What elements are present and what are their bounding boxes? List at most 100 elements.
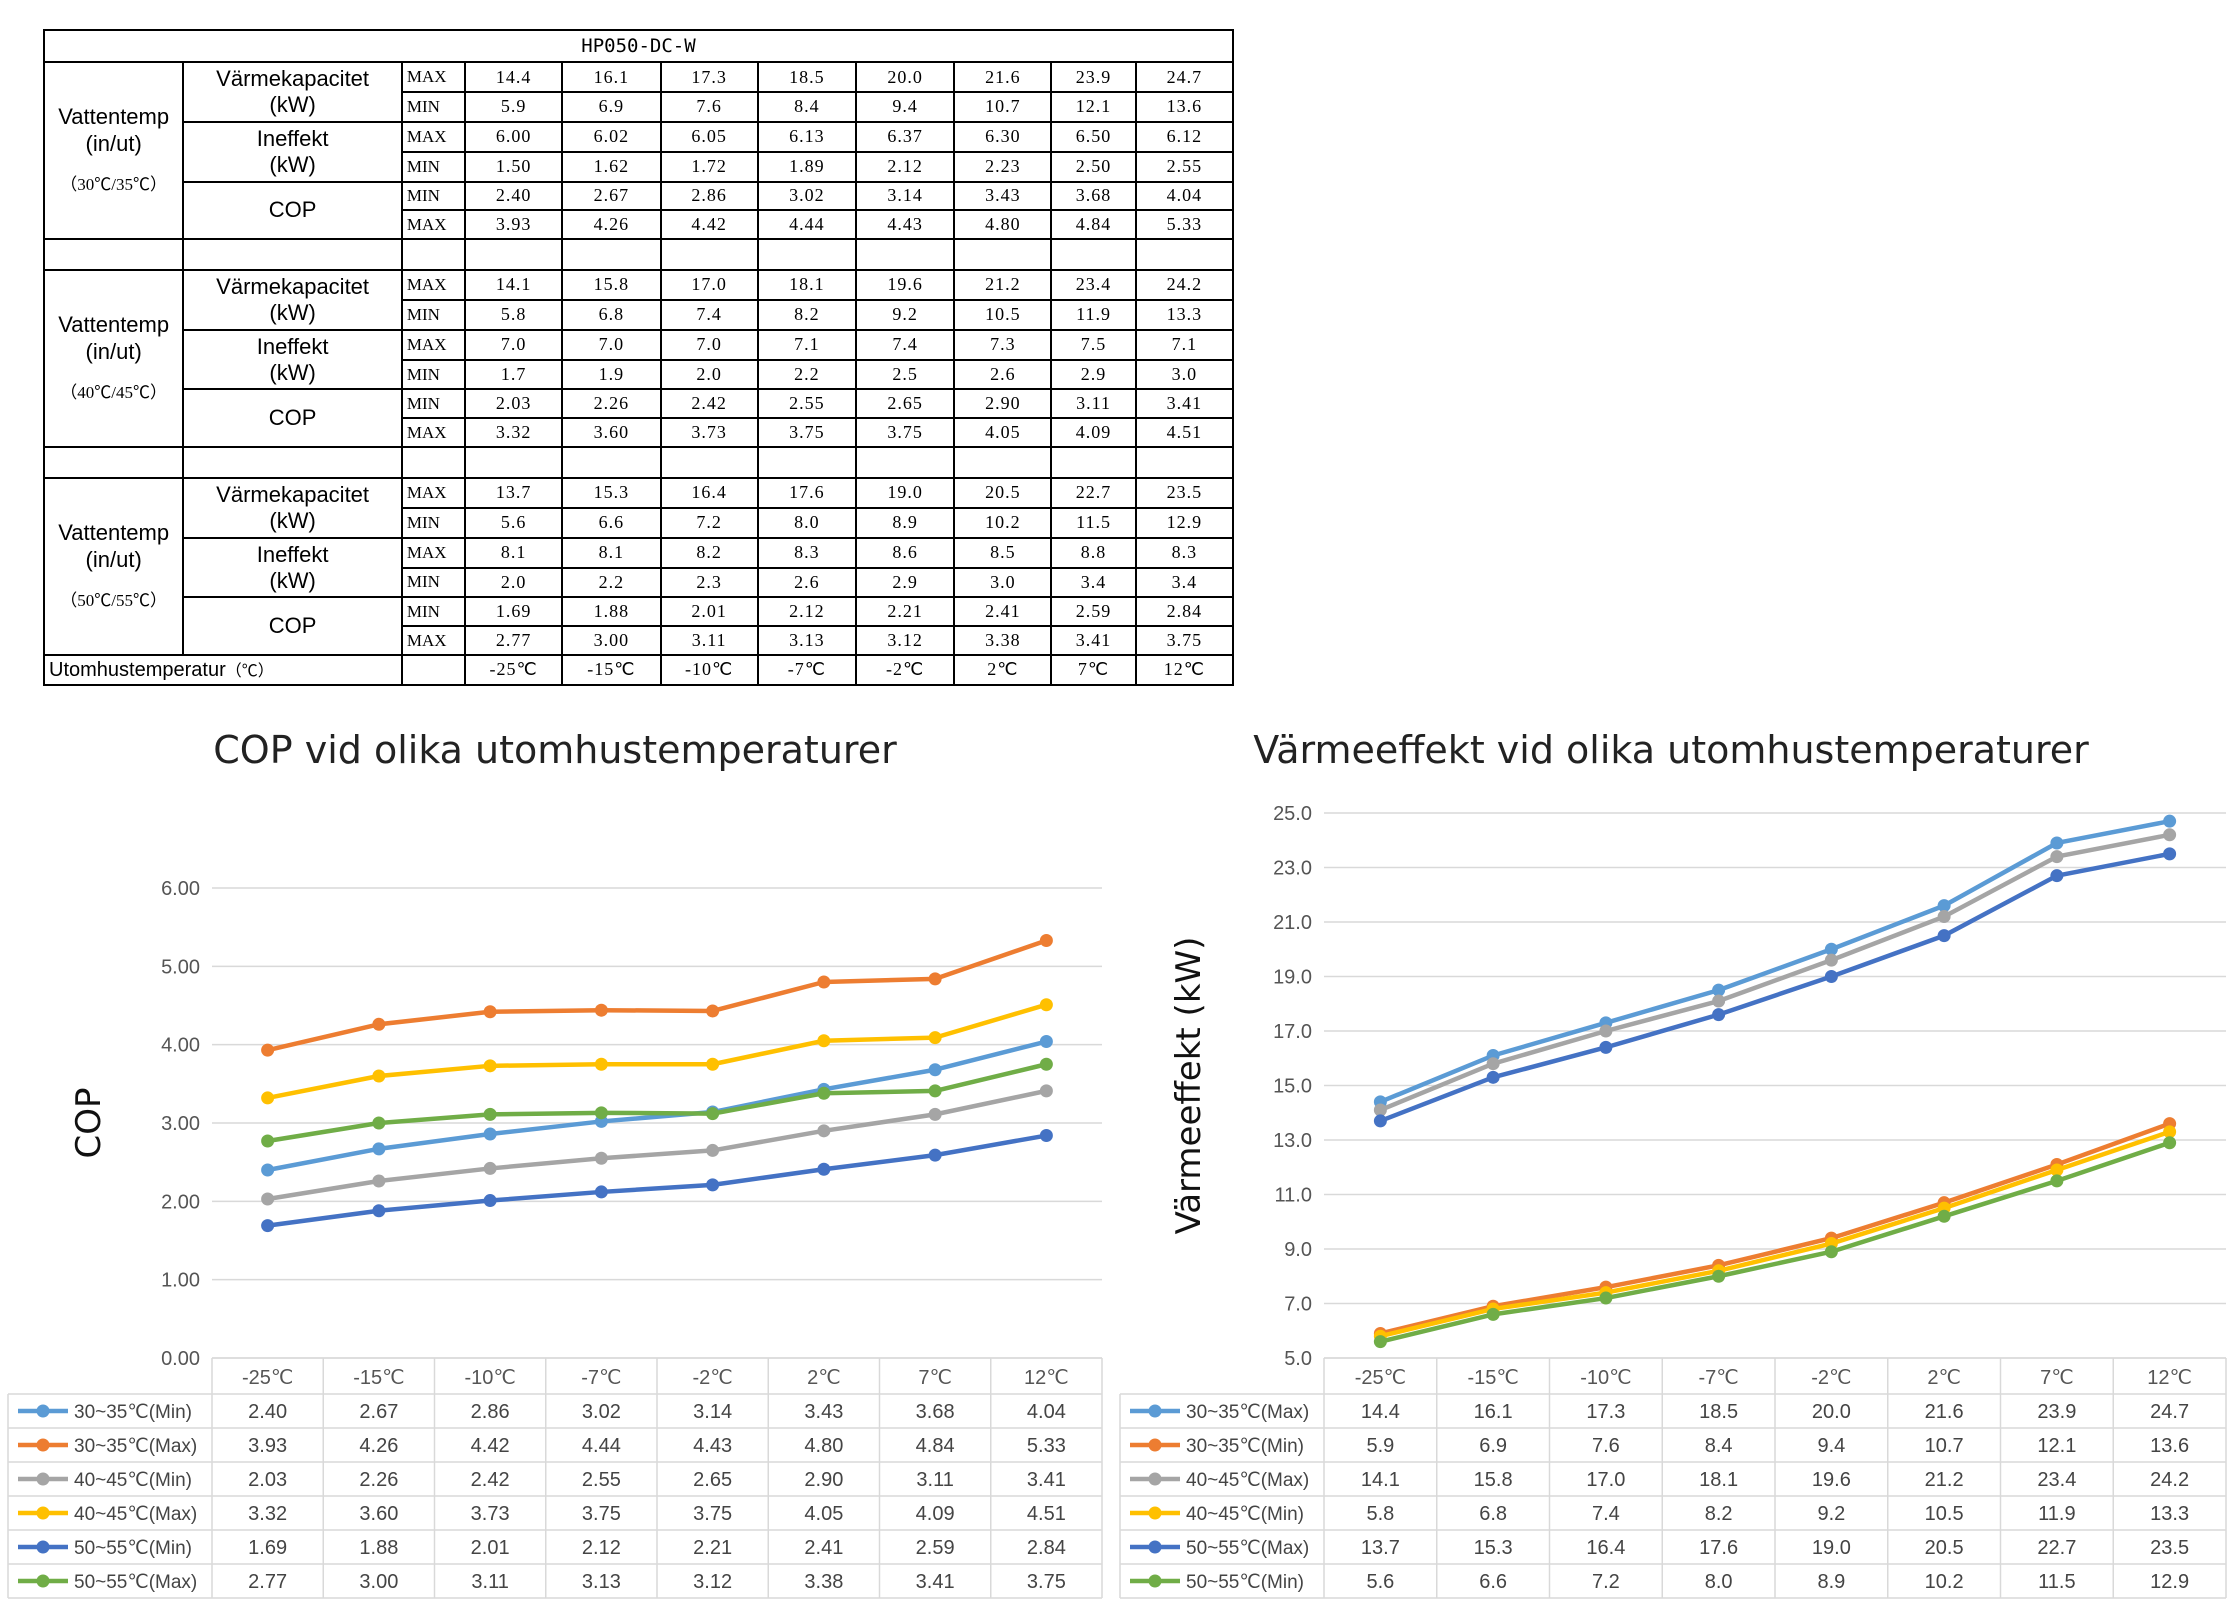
data-point — [1373, 1103, 1387, 1117]
y-tick-label: 13.0 — [1273, 1130, 1312, 1152]
data-point — [1712, 983, 1726, 997]
outdoor-temp-unit: （℃） — [225, 663, 274, 681]
row-tag: MIN — [400, 358, 467, 391]
data-label: 13.6 — [2150, 1435, 2189, 1457]
data-label: 5.6 — [1366, 1571, 1394, 1593]
data-label: 20.5 — [1925, 1537, 1964, 1559]
table-cell: 2.12 — [854, 150, 956, 183]
data-label: 5.33 — [1027, 1435, 1066, 1457]
data-point — [1712, 994, 1726, 1008]
legend-marker — [36, 1438, 50, 1452]
data-label: 3.13 — [582, 1571, 621, 1593]
series-line — [267, 1039, 1047, 1173]
table-cell: 3.0 — [1134, 358, 1235, 391]
x-category-label: -7℃ — [1699, 1367, 1739, 1389]
metric-label-text: COP — [268, 197, 317, 223]
data-label: 2.84 — [1027, 1537, 1066, 1559]
legend-marker — [1148, 1404, 1162, 1418]
y-tick-label: 5.00 — [161, 956, 200, 978]
table-cell: 1.9 — [561, 358, 662, 391]
data-label: 20.0 — [1812, 1401, 1851, 1423]
spacer-cell — [182, 238, 403, 272]
data-point — [1824, 942, 1838, 956]
table-cell: 7.0 — [464, 328, 564, 361]
data-point — [928, 1031, 942, 1045]
y-tick-label: 3.00 — [161, 1113, 200, 1135]
metric-label-text: (kW) — [269, 91, 316, 117]
table-cell: 1.89 — [756, 150, 857, 183]
table-cell: 5.33 — [1134, 209, 1235, 241]
table-cell: 4.43 — [854, 209, 956, 241]
table-cell: 14.1 — [464, 269, 564, 301]
series-line — [1379, 1140, 2171, 1344]
table-cell: 5.8 — [464, 298, 564, 331]
data-point — [372, 1017, 386, 1031]
legend-marker — [1148, 1472, 1162, 1486]
table-cell: 5.9 — [464, 90, 564, 123]
data-point — [372, 1142, 386, 1156]
table-cell: 7.4 — [659, 298, 759, 331]
spacer-cell — [464, 445, 564, 479]
data-label: 15.3 — [1474, 1537, 1513, 1559]
table-cell: 12.9 — [1134, 506, 1235, 539]
table-cell: 6.8 — [561, 298, 662, 331]
x-category-label: 7℃ — [2040, 1367, 2074, 1389]
data-label: 13.3 — [2150, 1503, 2189, 1525]
legend-label: 50~55℃(Max) — [74, 1572, 197, 1593]
data-label: 3.38 — [804, 1571, 843, 1593]
legend-label: 50~55℃(Min) — [1186, 1572, 1304, 1593]
data-label: 2.65 — [693, 1469, 732, 1491]
data-label: 3.11 — [916, 1469, 953, 1491]
metric-label-text: Värmekapacitet — [216, 65, 370, 91]
y-tick-label: 17.0 — [1273, 1021, 1312, 1043]
table-cell: 6.13 — [756, 120, 857, 153]
data-label: 3.75 — [1027, 1571, 1066, 1593]
spec-row: Vattentemp (in/ut) （40℃/45℃） Värmekapacitet… — [42, 269, 1235, 448]
data-label: 10.2 — [1925, 1571, 1964, 1593]
data-point — [2050, 869, 2064, 883]
data-point — [1599, 1040, 1613, 1054]
y-tick-label: 25.0 — [1273, 803, 1312, 825]
data-label: 2.40 — [248, 1401, 287, 1423]
table-cell: 16.4 — [659, 476, 759, 509]
spec-row: MIN 5.9 6.9 7.6 8.4 9.4 10.7 12.1 13.6 — [44, 90, 1235, 123]
series-line — [267, 938, 1048, 1053]
table-cell: 21.2 — [953, 269, 1053, 301]
row-tag: MAX — [400, 476, 467, 509]
table-cell: 6.50 — [1050, 120, 1137, 153]
data-point — [483, 1005, 497, 1019]
legend-label: 40~45℃(Max) — [1186, 1470, 1309, 1491]
legend-marker — [36, 1506, 50, 1520]
metric-label-text: Värmekapacitet — [216, 273, 370, 299]
table-cell: 13.3 — [1134, 298, 1235, 331]
data-label: 2.41 — [804, 1537, 843, 1559]
data-label: 24.2 — [2150, 1469, 2189, 1491]
data-label: 2.59 — [916, 1537, 955, 1559]
spacer-cell — [953, 445, 1053, 479]
legend-marker — [1148, 1438, 1162, 1452]
table-cell: 22.7 — [1050, 476, 1137, 509]
table-cell: 2.55 — [756, 388, 857, 420]
heat-chart: Värmeeffekt vid olika utomhustemperature… — [1110, 720, 2232, 1600]
table-cell: 4.51 — [1134, 417, 1235, 448]
spacer-cell — [1134, 238, 1235, 272]
y-tick-label: 0.00 — [161, 1348, 200, 1370]
data-label: 2.12 — [582, 1537, 621, 1559]
table-cell: 3.14 — [854, 180, 956, 212]
metric-label: Ineffekt (kW) — [182, 536, 403, 599]
table-cell: 3.4 — [1050, 566, 1137, 599]
data-label: 8.9 — [1817, 1571, 1845, 1593]
metric-label: Värmekapacitet (kW) — [182, 269, 403, 331]
table-cell: 10.2 — [953, 506, 1053, 539]
legend-label: 40~45℃(Min) — [1186, 1504, 1304, 1525]
table-cell: 14.4 — [464, 61, 564, 93]
row-tag: MIN — [400, 566, 467, 599]
data-label: 3.32 — [248, 1503, 287, 1525]
table-cell: 3.75 — [1134, 625, 1235, 656]
table-cell: 1.7 — [464, 358, 564, 391]
spec-row: MIN 5.6 6.6 7.2 8.0 8.9 10.2 11.5 12.9 — [44, 506, 1235, 539]
data-label: 18.1 — [1699, 1469, 1738, 1491]
table-cell: 2.90 — [953, 388, 1053, 420]
table-cell: 1.69 — [464, 596, 564, 628]
table-cell: 4.26 — [561, 209, 662, 241]
